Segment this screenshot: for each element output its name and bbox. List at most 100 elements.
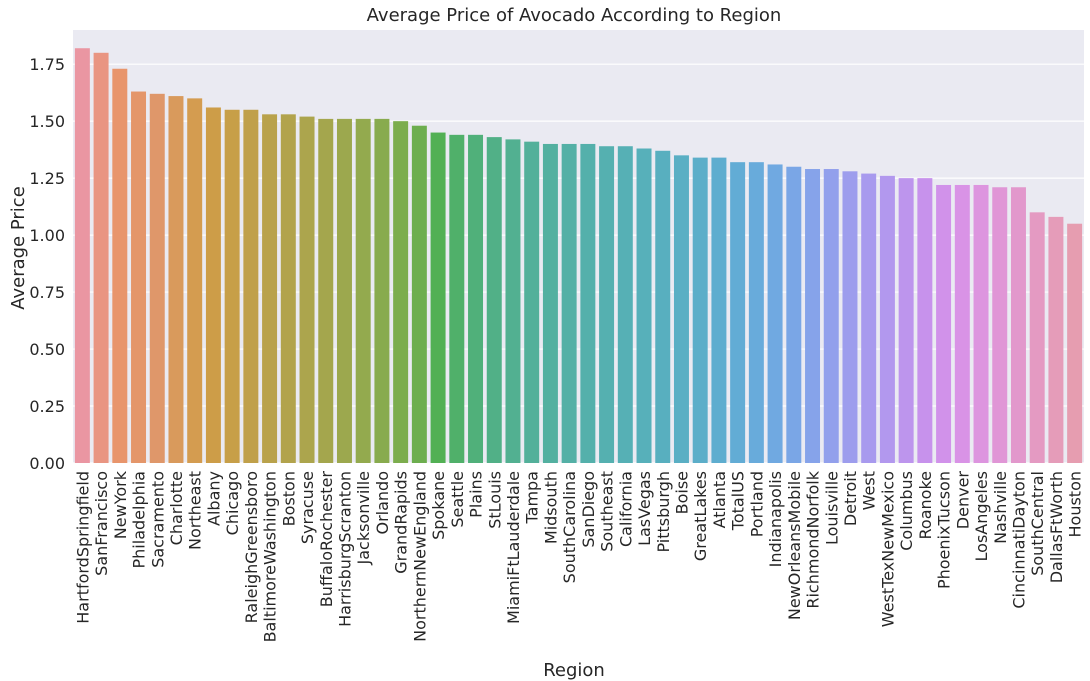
- x-tick-label: Albany: [204, 471, 223, 526]
- bar-plains: [468, 134, 484, 463]
- x-tick-label: CincinnatiDayton: [1009, 471, 1028, 609]
- x-tick-label: Roanoke: [916, 471, 935, 539]
- bar-newyork: [112, 68, 128, 464]
- x-tick-label: West: [860, 471, 879, 510]
- bar-atlanta: [711, 157, 727, 464]
- bar-nashville: [992, 187, 1008, 463]
- bar-tampa: [524, 141, 540, 463]
- bar-houston: [1067, 223, 1083, 463]
- x-tick-label: Tampa: [523, 471, 542, 524]
- bar-detroit: [842, 171, 858, 463]
- bar-baltimorewashington: [262, 114, 278, 464]
- x-tick-label: NewOrleansMobile: [785, 471, 804, 620]
- bar-neworleansmobile: [786, 166, 802, 463]
- bar-harrisburgscranton: [336, 118, 352, 464]
- y-tick-label: 1.25: [29, 169, 65, 188]
- bar-northeast: [187, 98, 203, 464]
- bar-jacksonville: [355, 118, 371, 464]
- x-tick-label: Detroit: [841, 471, 860, 526]
- bar-grandrapids: [393, 121, 409, 463]
- x-tick-label: SouthCarolina: [560, 471, 579, 583]
- x-tick-label: Northeast: [186, 471, 205, 550]
- bar-stlouis: [486, 137, 502, 463]
- x-tick-label: Seattle: [448, 471, 467, 528]
- x-tick-label: Denver: [953, 471, 972, 530]
- x-tick-label: NewYork: [111, 470, 130, 539]
- bar-phoenixtucson: [936, 184, 952, 463]
- bar-columbus: [898, 178, 914, 463]
- x-tick-label: Indianapolis: [766, 471, 785, 567]
- bar-sandiego: [580, 143, 596, 463]
- bar-denver: [954, 184, 970, 463]
- bar-west: [861, 173, 877, 464]
- bar-hartfordspringfield: [74, 48, 90, 464]
- x-tick-label: California: [616, 471, 635, 547]
- y-tick-label: 1.75: [29, 55, 65, 74]
- x-tick-label: Midsouth: [541, 471, 560, 544]
- x-tick-label: Plains: [467, 471, 486, 518]
- bar-southcarolina: [561, 143, 577, 463]
- bar-louisville: [823, 169, 839, 463]
- bar-portland: [748, 162, 764, 463]
- x-tick-label: Louisville: [822, 471, 841, 545]
- x-tick-label: GreatLakes: [691, 471, 710, 561]
- x-tick-label: SanFrancisco: [92, 471, 111, 576]
- bar-cincinnatidayton: [1010, 187, 1026, 463]
- x-tick-label: LasVegas: [635, 471, 654, 546]
- x-tick-label: Columbus: [897, 471, 916, 551]
- x-tick-label: Atlanta: [710, 471, 729, 528]
- bar-buffalorochester: [318, 118, 334, 464]
- plot-background: [73, 30, 1084, 463]
- y-tick-label: 0.00: [29, 454, 65, 473]
- bar-southcentral: [1029, 212, 1045, 463]
- x-tick-label: SouthCentral: [1028, 471, 1047, 576]
- x-tick-label: HartfordSpringfield: [73, 471, 92, 624]
- bar-midsouth: [542, 143, 558, 463]
- x-tick-label: PhoenixTucson: [935, 471, 954, 589]
- x-tick-label: RaleighGreensboro: [242, 471, 261, 623]
- bar-indianapolis: [767, 164, 783, 464]
- bar-lasvegas: [636, 148, 652, 464]
- x-tick-label: Pittsburgh: [654, 471, 673, 553]
- x-tick-label: Sacramento: [148, 471, 167, 568]
- bar-totalus: [730, 162, 746, 463]
- x-tick-label: Portland: [747, 471, 766, 537]
- bar-chicago: [224, 109, 240, 464]
- bar-albany: [205, 107, 221, 464]
- y-tick-label: 1.00: [29, 226, 65, 245]
- x-tick-label: StLouis: [485, 471, 504, 529]
- bar-southeast: [599, 146, 615, 463]
- gridlines: [73, 63, 1084, 464]
- x-tick-label: Southeast: [598, 471, 617, 552]
- bar-syracuse: [299, 116, 315, 463]
- x-tick-label: Boise: [672, 471, 691, 514]
- x-tick-label: HarrisburgScranton: [335, 471, 354, 627]
- bar-sacramento: [149, 93, 165, 464]
- bar-greatlakes: [692, 157, 708, 464]
- x-tick-label: WestTexNewMexico: [878, 471, 897, 627]
- bar-seattle: [449, 134, 465, 463]
- bar-northernnewengland: [411, 125, 427, 463]
- x-tick-label: SanDiego: [579, 471, 598, 548]
- y-tick-label: 1.50: [29, 112, 65, 131]
- x-tick-label: TotalUS: [729, 471, 748, 531]
- x-tick-label: BuffaloRochester: [317, 471, 336, 608]
- bar-miamiftlauderdale: [505, 139, 521, 464]
- bar-dallasftworth: [1048, 216, 1064, 463]
- x-tick-label: BaltimoreWashington: [261, 471, 280, 642]
- x-tick-label: Syracuse: [298, 471, 317, 544]
- y-tick-label: 0.25: [29, 397, 65, 416]
- x-tick-label: Jacksonville: [354, 471, 373, 566]
- x-tick-label: Nashville: [991, 471, 1010, 544]
- x-tick-label: RichmondNorfolk: [804, 470, 823, 608]
- y-tick-label: 0.50: [29, 340, 65, 359]
- bar-roanoke: [917, 178, 933, 463]
- bar-charlotte: [168, 96, 184, 463]
- bar-pittsburgh: [655, 150, 671, 463]
- bar-california: [617, 146, 633, 463]
- x-tick-label: Houston: [1066, 471, 1085, 538]
- x-tick-labels: HartfordSpringfield SanFrancisco NewYork Ph…: [73, 470, 1084, 642]
- bar-losangeles: [973, 184, 989, 463]
- x-tick-label: DallasFtWorth: [1047, 471, 1066, 583]
